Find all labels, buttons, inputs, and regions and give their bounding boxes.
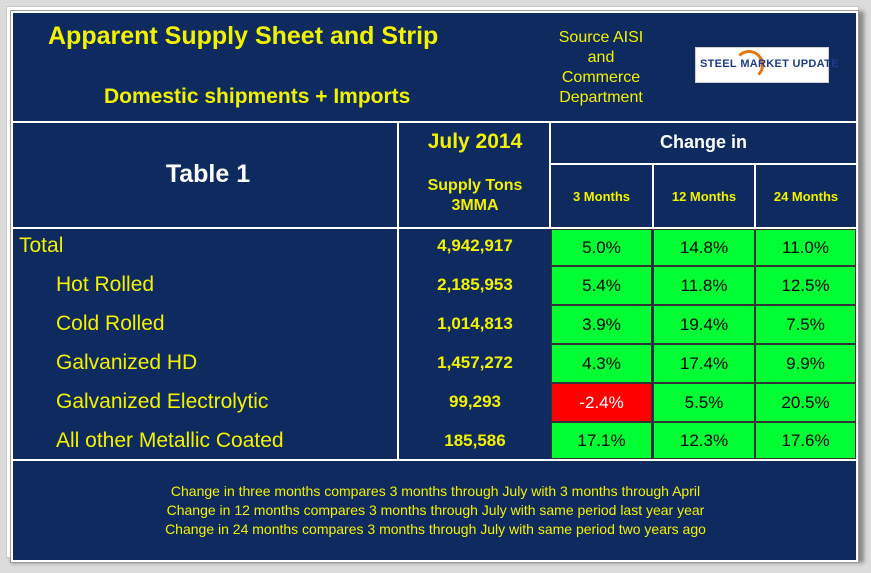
change-cell: 7.5%	[755, 305, 856, 344]
column-header-12-months: 12 Months	[671, 189, 737, 204]
change-cell: 3.9%	[551, 305, 652, 344]
column-header-24-months: 24 Months	[773, 189, 839, 204]
row-label-all-other-metallic-coated: All other Metallic Coated	[56, 429, 284, 452]
row-value: 4,942,917	[437, 236, 513, 255]
divider	[13, 227, 856, 229]
source-line: Department	[559, 89, 643, 106]
change-cell: 17.4%	[653, 344, 755, 383]
change-cell: 5.4%	[551, 266, 652, 305]
divider	[550, 163, 856, 165]
logo-text-steel: STEEL	[700, 58, 737, 70]
change-cell: 14.8%	[653, 229, 755, 266]
steel-market-update-logo: STEEL MARKET UPDATE	[695, 47, 838, 83]
change-cell: 11.0%	[755, 229, 856, 266]
row-label-galvanized-hd: Galvanized HD	[56, 351, 198, 374]
logo-arc-icon	[734, 50, 764, 80]
page-title: Apparent Supply Sheet and Strip	[48, 22, 439, 50]
supply-header-line: 3MMA	[451, 197, 499, 214]
change-cell: 19.4%	[653, 305, 755, 344]
page-subtitle: Domestic shipments + Imports	[104, 85, 411, 108]
supply-header-line: Supply Tons	[427, 177, 523, 194]
row-value: 2,185,953	[437, 275, 513, 294]
footnote: Change in 24 months compares 3 months th…	[165, 521, 706, 537]
row-label-cold-rolled: Cold Rolled	[56, 312, 165, 335]
row-label-galvanized-electrolytic: Galvanized Electrolytic	[56, 390, 269, 413]
change-cell: 4.3%	[551, 344, 652, 383]
row-value: 1,457,272	[437, 353, 513, 372]
source-line: Source AISI	[558, 29, 644, 46]
row-value: 1,014,813	[437, 314, 513, 333]
row-value: 185,586	[444, 431, 506, 450]
period-header: July 2014	[427, 130, 523, 153]
divider	[652, 163, 654, 227]
divider	[13, 459, 856, 461]
divider	[549, 121, 551, 227]
change-cell: 5.5%	[653, 383, 755, 422]
change-cell: 12.3%	[653, 422, 755, 459]
row-value: 99,293	[449, 392, 501, 411]
source-note: Source AISI and Commerce Department	[526, 28, 676, 108]
change-cell: 12.5%	[755, 266, 856, 305]
logo-text-market-update: MARKET UPDATE	[740, 58, 839, 70]
table-label: Table 1	[165, 160, 251, 188]
row-label-hot-rolled: Hot Rolled	[56, 273, 155, 296]
footnote: Change in 12 months compares 3 months th…	[166, 502, 705, 518]
divider	[13, 121, 856, 123]
footnote: Change in three months compares 3 months…	[170, 483, 701, 499]
column-header-3-months: 3 Months	[572, 189, 631, 204]
row-label-total: Total	[19, 234, 64, 257]
change-cell: 17.1%	[551, 422, 652, 459]
change-cell: 9.9%	[755, 344, 856, 383]
divider	[754, 163, 756, 227]
source-line: and	[587, 49, 615, 66]
change-cell: 5.0%	[551, 229, 652, 266]
change-cell: 17.6%	[755, 422, 856, 459]
supply-header: Supply Tons 3MMA	[400, 176, 550, 216]
change-cell: 11.8%	[653, 266, 755, 305]
source-line: Commerce	[561, 69, 641, 86]
change-header: Change in	[659, 132, 747, 152]
change-cell: 20.5%	[755, 383, 856, 422]
divider	[397, 121, 399, 459]
change-cell-negative: -2.4%	[551, 383, 652, 422]
